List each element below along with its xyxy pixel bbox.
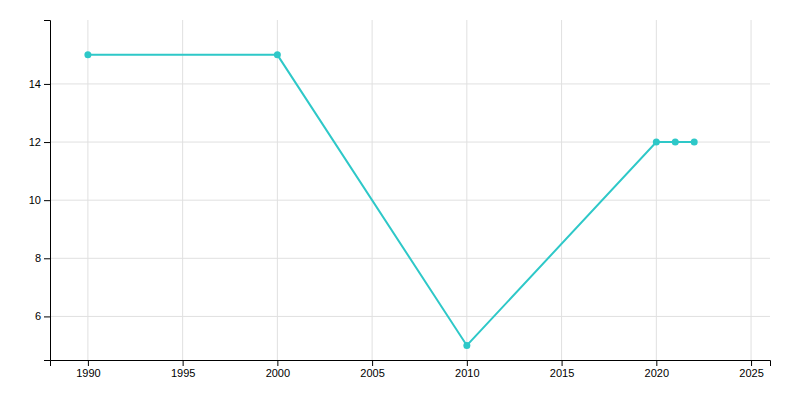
point — [463, 342, 470, 349]
tick-label: 10 — [29, 194, 41, 206]
tick-label: 2020 — [645, 367, 669, 379]
grid-line — [561, 20, 562, 360]
grid-line — [50, 83, 770, 84]
line — [88, 55, 694, 346]
point — [274, 51, 281, 58]
tick: 2015 — [550, 360, 574, 379]
tick-mark — [751, 360, 752, 366]
axis-line — [51, 361, 771, 367]
tick: 1990 — [76, 360, 100, 379]
tick-mark — [372, 360, 373, 366]
grid-line — [277, 20, 278, 360]
axis-line — [44, 21, 51, 361]
tick: 2005 — [360, 360, 384, 379]
tick-mark — [467, 360, 468, 366]
tick-label: 6 — [35, 310, 41, 322]
point — [672, 139, 679, 146]
tick-mark — [562, 360, 563, 366]
tick: 6 — [35, 310, 50, 322]
point — [653, 139, 660, 146]
tick-label: 1990 — [76, 367, 100, 379]
point — [691, 139, 698, 146]
chart: 1990 1995 2000 2005 2010 2015 2020 2025 6 8 10 12 14 — [0, 0, 800, 400]
x-axis: 1990 1995 2000 2005 2010 2015 2020 2025 — [51, 360, 771, 379]
tick: 8 — [35, 252, 50, 264]
point — [84, 51, 91, 58]
tick-label: 2005 — [360, 367, 384, 379]
tick: 14 — [29, 78, 50, 90]
tick-label: 12 — [29, 136, 41, 148]
tick: 1995 — [171, 360, 195, 379]
grid-line — [87, 20, 88, 360]
tick: 2025 — [739, 360, 763, 379]
y-axis: 6 8 10 12 14 — [29, 21, 51, 361]
tick-label: 2015 — [550, 367, 574, 379]
tick: 12 — [29, 136, 50, 148]
tick-label: 2010 — [455, 367, 479, 379]
marks — [84, 51, 697, 349]
tick-mark — [277, 360, 278, 366]
tick-label: 1995 — [171, 367, 195, 379]
grid-line — [50, 200, 770, 201]
tick-mark — [44, 200, 50, 201]
tick-label: 14 — [29, 78, 41, 90]
tick-label: 2025 — [739, 367, 763, 379]
grid-line — [182, 20, 183, 360]
tick-mark — [44, 84, 50, 85]
tick: 2020 — [645, 360, 669, 379]
grid-line — [751, 20, 752, 360]
grid-line — [656, 20, 657, 360]
tick: 10 — [29, 194, 50, 206]
tick-mark — [183, 360, 184, 366]
tick-mark — [44, 142, 50, 143]
tick-mark — [44, 258, 50, 259]
tick-mark — [44, 316, 50, 317]
tick-label: 8 — [35, 252, 41, 264]
tick-mark — [656, 360, 657, 366]
tick: 2000 — [266, 360, 290, 379]
grid-line — [466, 20, 467, 360]
grid — [50, 20, 770, 360]
tick-mark — [88, 360, 89, 366]
grid-line — [372, 20, 373, 360]
tick-label: 2000 — [266, 367, 290, 379]
tick: 2010 — [455, 360, 479, 379]
grid-line — [50, 316, 770, 317]
plot: 1990 1995 2000 2005 2010 2015 2020 2025 6 8 10 12 14 — [29, 20, 771, 379]
